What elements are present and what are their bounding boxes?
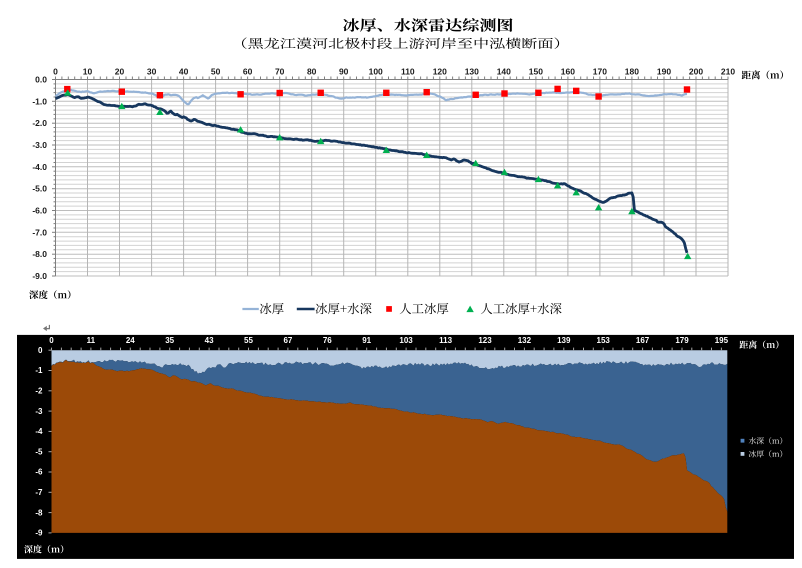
svg-text:190: 190 [657, 67, 671, 77]
svg-text:11: 11 [87, 336, 96, 345]
svg-text:160: 160 [561, 67, 575, 77]
svg-text:40: 40 [179, 67, 189, 77]
svg-text:180: 180 [625, 67, 639, 77]
svg-text:167: 167 [636, 336, 650, 345]
svg-text:0: 0 [53, 67, 58, 77]
svg-text:0: 0 [38, 346, 43, 355]
svg-text:-7.0: -7.0 [32, 227, 47, 237]
svg-text:90: 90 [339, 67, 349, 77]
svg-text:91: 91 [362, 336, 371, 345]
svg-text:110: 110 [401, 67, 415, 77]
svg-text:-6: -6 [35, 468, 43, 477]
svg-text:-2.0: -2.0 [32, 118, 47, 128]
svg-text:140: 140 [497, 67, 511, 77]
svg-text:170: 170 [593, 67, 607, 77]
svg-text:139: 139 [557, 336, 571, 345]
svg-text:20: 20 [115, 67, 125, 77]
svg-text:-5: -5 [35, 447, 43, 456]
svg-text:43: 43 [205, 336, 214, 345]
svg-text:0: 0 [49, 336, 54, 345]
svg-text:24: 24 [126, 336, 135, 345]
svg-text:-9: -9 [35, 529, 43, 538]
svg-text:132: 132 [518, 336, 532, 345]
svg-text:-3.0: -3.0 [32, 140, 47, 150]
svg-text:80: 80 [307, 67, 317, 77]
svg-text:70: 70 [275, 67, 285, 77]
svg-text:120: 120 [433, 67, 447, 77]
svg-text:-3: -3 [35, 407, 43, 416]
svg-text:113: 113 [439, 336, 452, 345]
svg-text:179: 179 [675, 336, 689, 345]
svg-text:123: 123 [478, 336, 492, 345]
svg-text:-8.0: -8.0 [32, 249, 47, 259]
svg-text:-8: -8 [35, 508, 43, 517]
svg-text:-4.0: -4.0 [32, 162, 47, 172]
svg-text:-5.0: -5.0 [32, 184, 47, 194]
svg-text:67: 67 [283, 336, 292, 345]
svg-text:200: 200 [689, 67, 703, 77]
svg-text:210: 210 [721, 67, 735, 77]
svg-text:30: 30 [147, 67, 157, 77]
svg-text:50: 50 [211, 67, 221, 77]
svg-text:-1.0: -1.0 [32, 96, 47, 106]
svg-text:150: 150 [529, 67, 543, 77]
svg-text:153: 153 [597, 336, 611, 345]
svg-text:-2: -2 [35, 387, 43, 396]
svg-text:60: 60 [243, 67, 253, 77]
svg-text:35: 35 [165, 336, 174, 345]
svg-text:55: 55 [244, 336, 253, 345]
svg-text:-1: -1 [35, 366, 43, 375]
svg-text:100: 100 [369, 67, 383, 77]
svg-text:103: 103 [399, 336, 413, 345]
svg-text:0.0: 0.0 [35, 75, 47, 85]
svg-text:-6.0: -6.0 [32, 206, 47, 216]
svg-text:76: 76 [323, 336, 332, 345]
svg-text:-9.0: -9.0 [32, 271, 47, 281]
svg-text:130: 130 [465, 67, 479, 77]
svg-text:-4: -4 [35, 427, 43, 436]
svg-text:195: 195 [715, 336, 729, 345]
svg-text:-7: -7 [35, 488, 43, 497]
svg-text:10: 10 [83, 67, 93, 77]
